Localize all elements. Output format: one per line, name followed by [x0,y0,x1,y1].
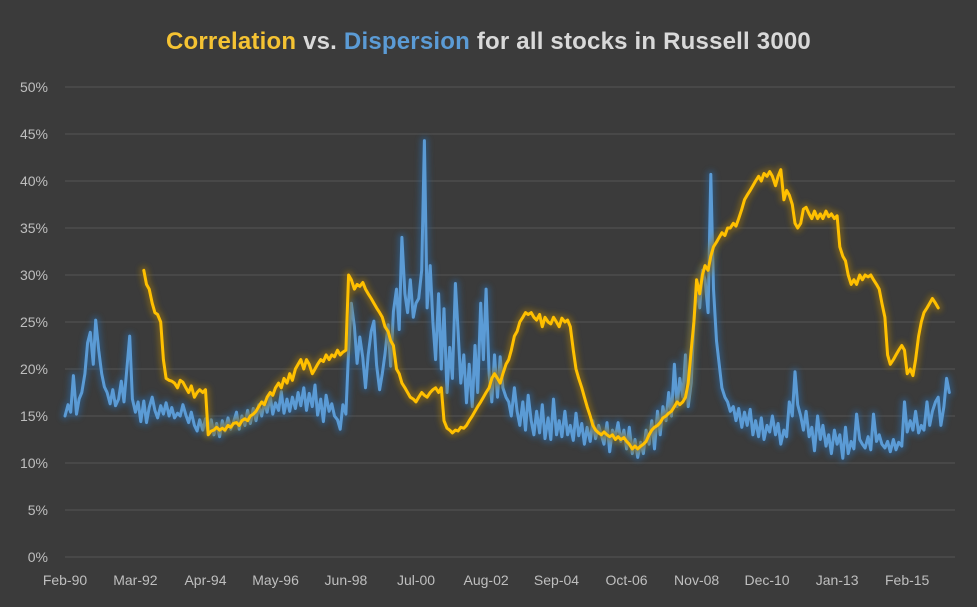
x-tick-label: Jan-13 [816,572,859,588]
x-tick-label: Nov-08 [674,572,719,588]
x-tick-label: Jun-98 [325,572,368,588]
dispersion-glow [61,136,954,463]
x-tick-label: Apr-94 [184,572,226,588]
y-tick-label: 50% [20,79,48,95]
x-tick-label: May-96 [252,572,299,588]
x-tick-label: Dec-10 [744,572,789,588]
y-tick-label: 25% [20,314,48,330]
y-tick-label: 0% [28,549,48,565]
y-tick-label: 10% [20,455,48,471]
y-tick-label: 45% [20,126,48,142]
correlation-series-line [142,168,940,451]
x-tick-label: Jul-00 [397,572,435,588]
x-tick-label: Sep-04 [534,572,579,588]
title-rest: for all stocks in Russell 3000 [469,28,811,55]
gridlines [65,86,955,558]
series-layer [61,136,954,463]
y-tick-label: 15% [20,408,48,424]
title-correlation: Correlation [166,28,297,55]
y-axis: 0% 5% 10% 15% 20% 25% 30% 35% 40% 45% 50% [20,79,48,565]
x-axis: Feb-90 Mar-92 Apr-94 May-96 Jun-98 Jul-00 Aug-… [43,572,930,588]
x-tick-label: Feb-15 [885,572,930,588]
title-vs: vs. [296,28,344,55]
chart-title: Correlation vs. Dispersion for all stock… [0,28,977,56]
y-tick-label: 35% [20,220,48,236]
x-tick-label: Mar-92 [113,572,158,588]
y-tick-label: 40% [20,173,48,189]
x-tick-label: Aug-02 [464,572,509,588]
title-dispersion: Dispersion [343,28,470,55]
y-tick-label: 20% [20,361,48,377]
x-tick-label: Oct-06 [606,572,648,588]
x-tick-label: Feb-90 [43,572,88,588]
y-tick-label: 5% [28,502,48,518]
y-tick-label: 30% [20,267,48,283]
